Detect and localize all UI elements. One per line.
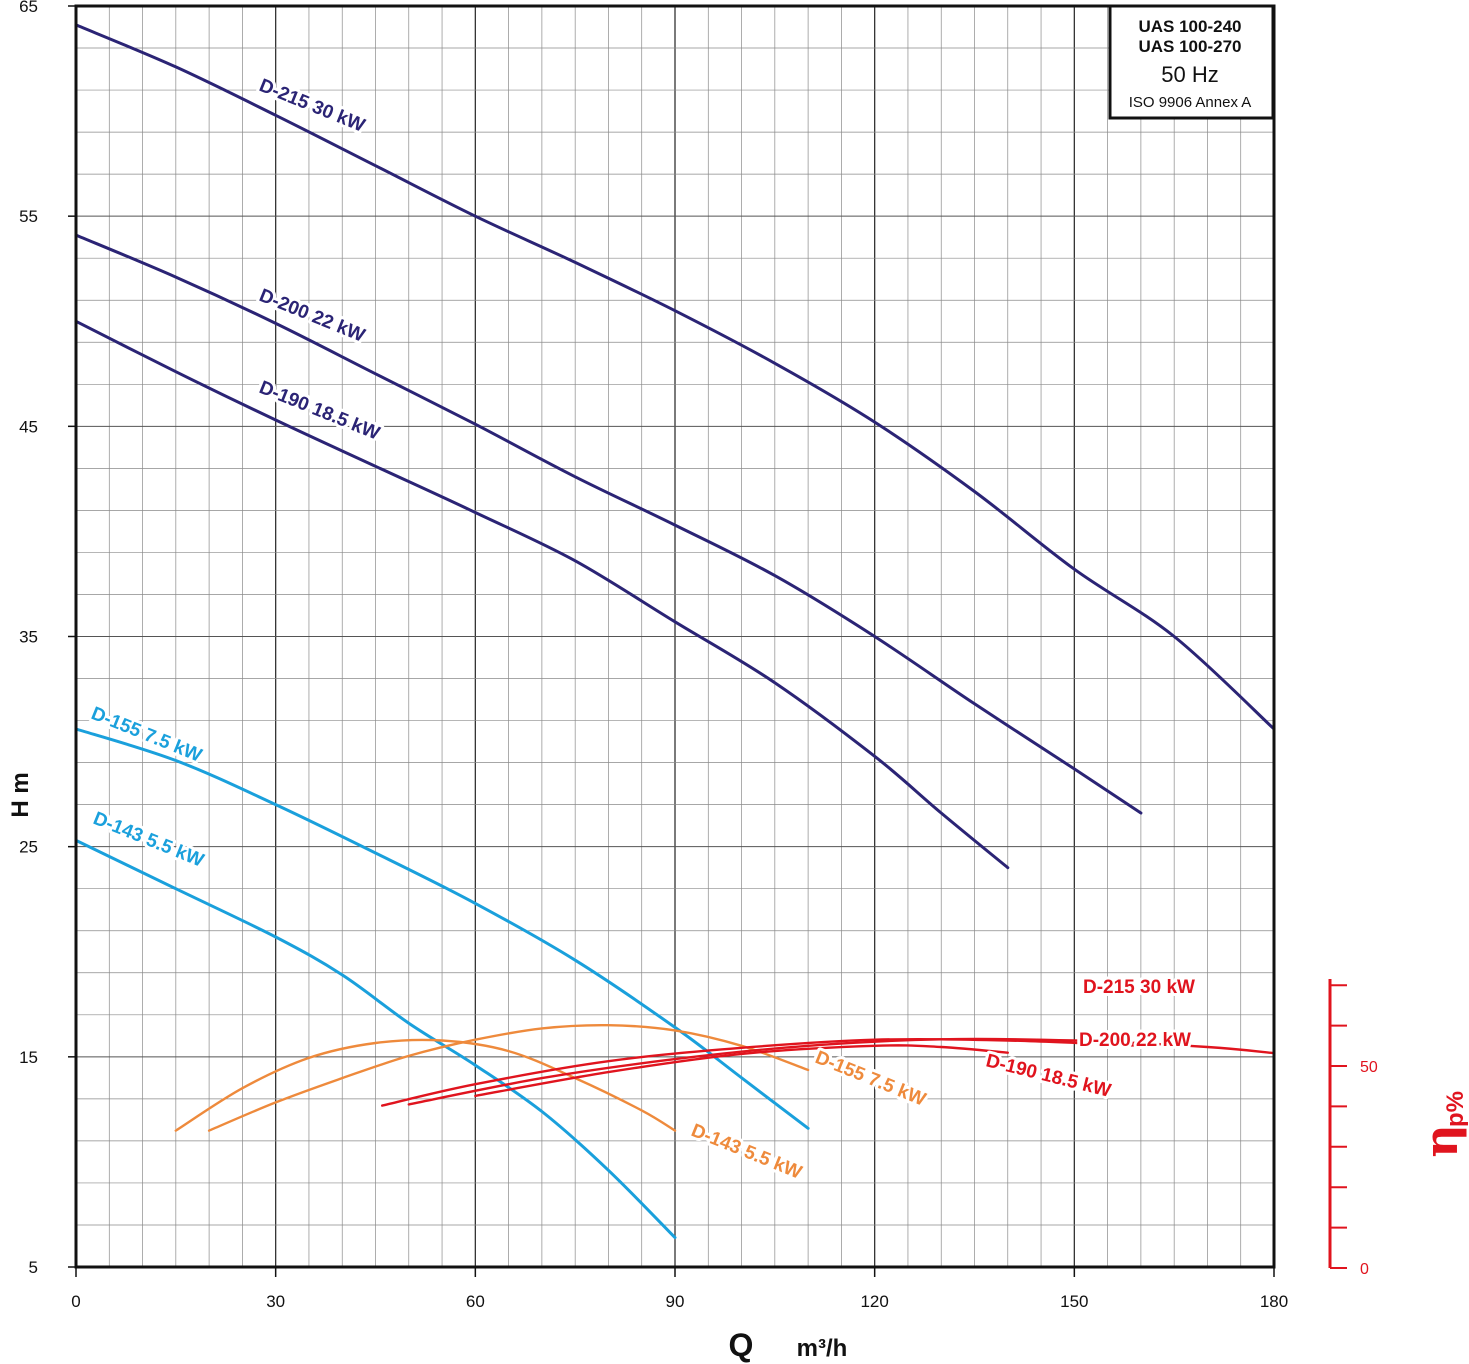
head-curve-d-143-5-5-kw	[74, 838, 677, 1240]
tick-layer: 0 30 60 90 120 150 180 5 15 25 35 45 55 65	[19, 0, 1288, 1311]
x-axis-unit: m³/h	[797, 1335, 848, 1362]
info-model-2: UAS 100-270	[1138, 37, 1241, 56]
head-curve-d-155-7-5-kw	[74, 727, 810, 1130]
y-tick-label: 55	[19, 207, 38, 226]
x-axis-label: Q	[729, 1327, 754, 1363]
y-tick-label: 35	[19, 628, 38, 647]
efficiency-label-d-190-18-5-kw: D-190 18.5 kW	[984, 1050, 1113, 1101]
head-label-d-215-30-kw: D-215 30 kW	[256, 75, 368, 136]
x-tick-label: 0	[71, 1292, 80, 1311]
x-tick-label: 60	[466, 1292, 485, 1311]
x-tick-label: 180	[1260, 1292, 1288, 1311]
efficiency-curve-d-200-22-kw	[381, 1037, 1143, 1107]
head-label-d-143-5-5-kw: D-143 5.5 kW	[90, 808, 207, 871]
x-axis-title: Q m³/h	[729, 1327, 848, 1363]
efficiency-axis-symbol: η	[1414, 1124, 1468, 1157]
x-tick-label: 120	[860, 1292, 888, 1311]
x-tick-label: 30	[266, 1292, 285, 1311]
efficiency-label-d-200-22-kw: D-200 22 kW	[1079, 1030, 1191, 1051]
info-box: UAS 100-240 UAS 100-270 50 Hz ISO 9906 A…	[1108, 4, 1275, 120]
efficiency-axis-subscript: p%	[1442, 1091, 1469, 1127]
y-tick-label: 5	[29, 1258, 38, 1277]
y-tick-label: 15	[19, 1048, 38, 1067]
efficiency-curve-d-155-7-5-kw	[207, 1023, 810, 1132]
x-tick-label: 90	[666, 1292, 685, 1311]
y-tick-label: 65	[19, 0, 38, 16]
efficiency-tick-label: 50	[1360, 1059, 1378, 1076]
efficiency-label-d-215-30-kw: D-215 30 kW	[1083, 977, 1195, 998]
efficiency-curve-d-143-5-5-kw	[174, 1038, 677, 1132]
y-tick-label: 45	[19, 417, 38, 436]
y-axis-label: H m	[7, 772, 34, 817]
series-layer	[74, 23, 1276, 1240]
head-label-d-200-22-kw: D-200 22 kW	[256, 285, 368, 346]
head-label-d-155-7-5-kw: D-155 7.5 kW	[88, 703, 205, 766]
x-tick-label: 150	[1060, 1292, 1088, 1311]
efficiency-curve-d-215-30-kw	[407, 1037, 1276, 1106]
efficiency-axis-ticks: 0 50	[1330, 984, 1378, 1278]
efficiency-axis: 0 50 η p%	[1328, 979, 1469, 1278]
head-curve-d-215-30-kw	[74, 23, 1276, 731]
head-curve-d-200-22-kw	[74, 233, 1143, 815]
efficiency-axis-title: η p%	[1414, 1091, 1469, 1158]
efficiency-tick-label: 0	[1360, 1261, 1369, 1278]
info-model-1: UAS 100-240	[1138, 17, 1241, 36]
head-curve-d-190-18-5-kw	[74, 319, 1010, 870]
efficiency-label-d-143-5-5-kw: D-143 5.5 kW	[688, 1120, 805, 1183]
info-standard: ISO 9906 Annex A	[1129, 94, 1252, 111]
efficiency-curve-d-190-18-5-kw	[474, 1044, 1009, 1098]
y-tick-label: 25	[19, 838, 38, 857]
info-frequency: 50 Hz	[1161, 62, 1218, 87]
